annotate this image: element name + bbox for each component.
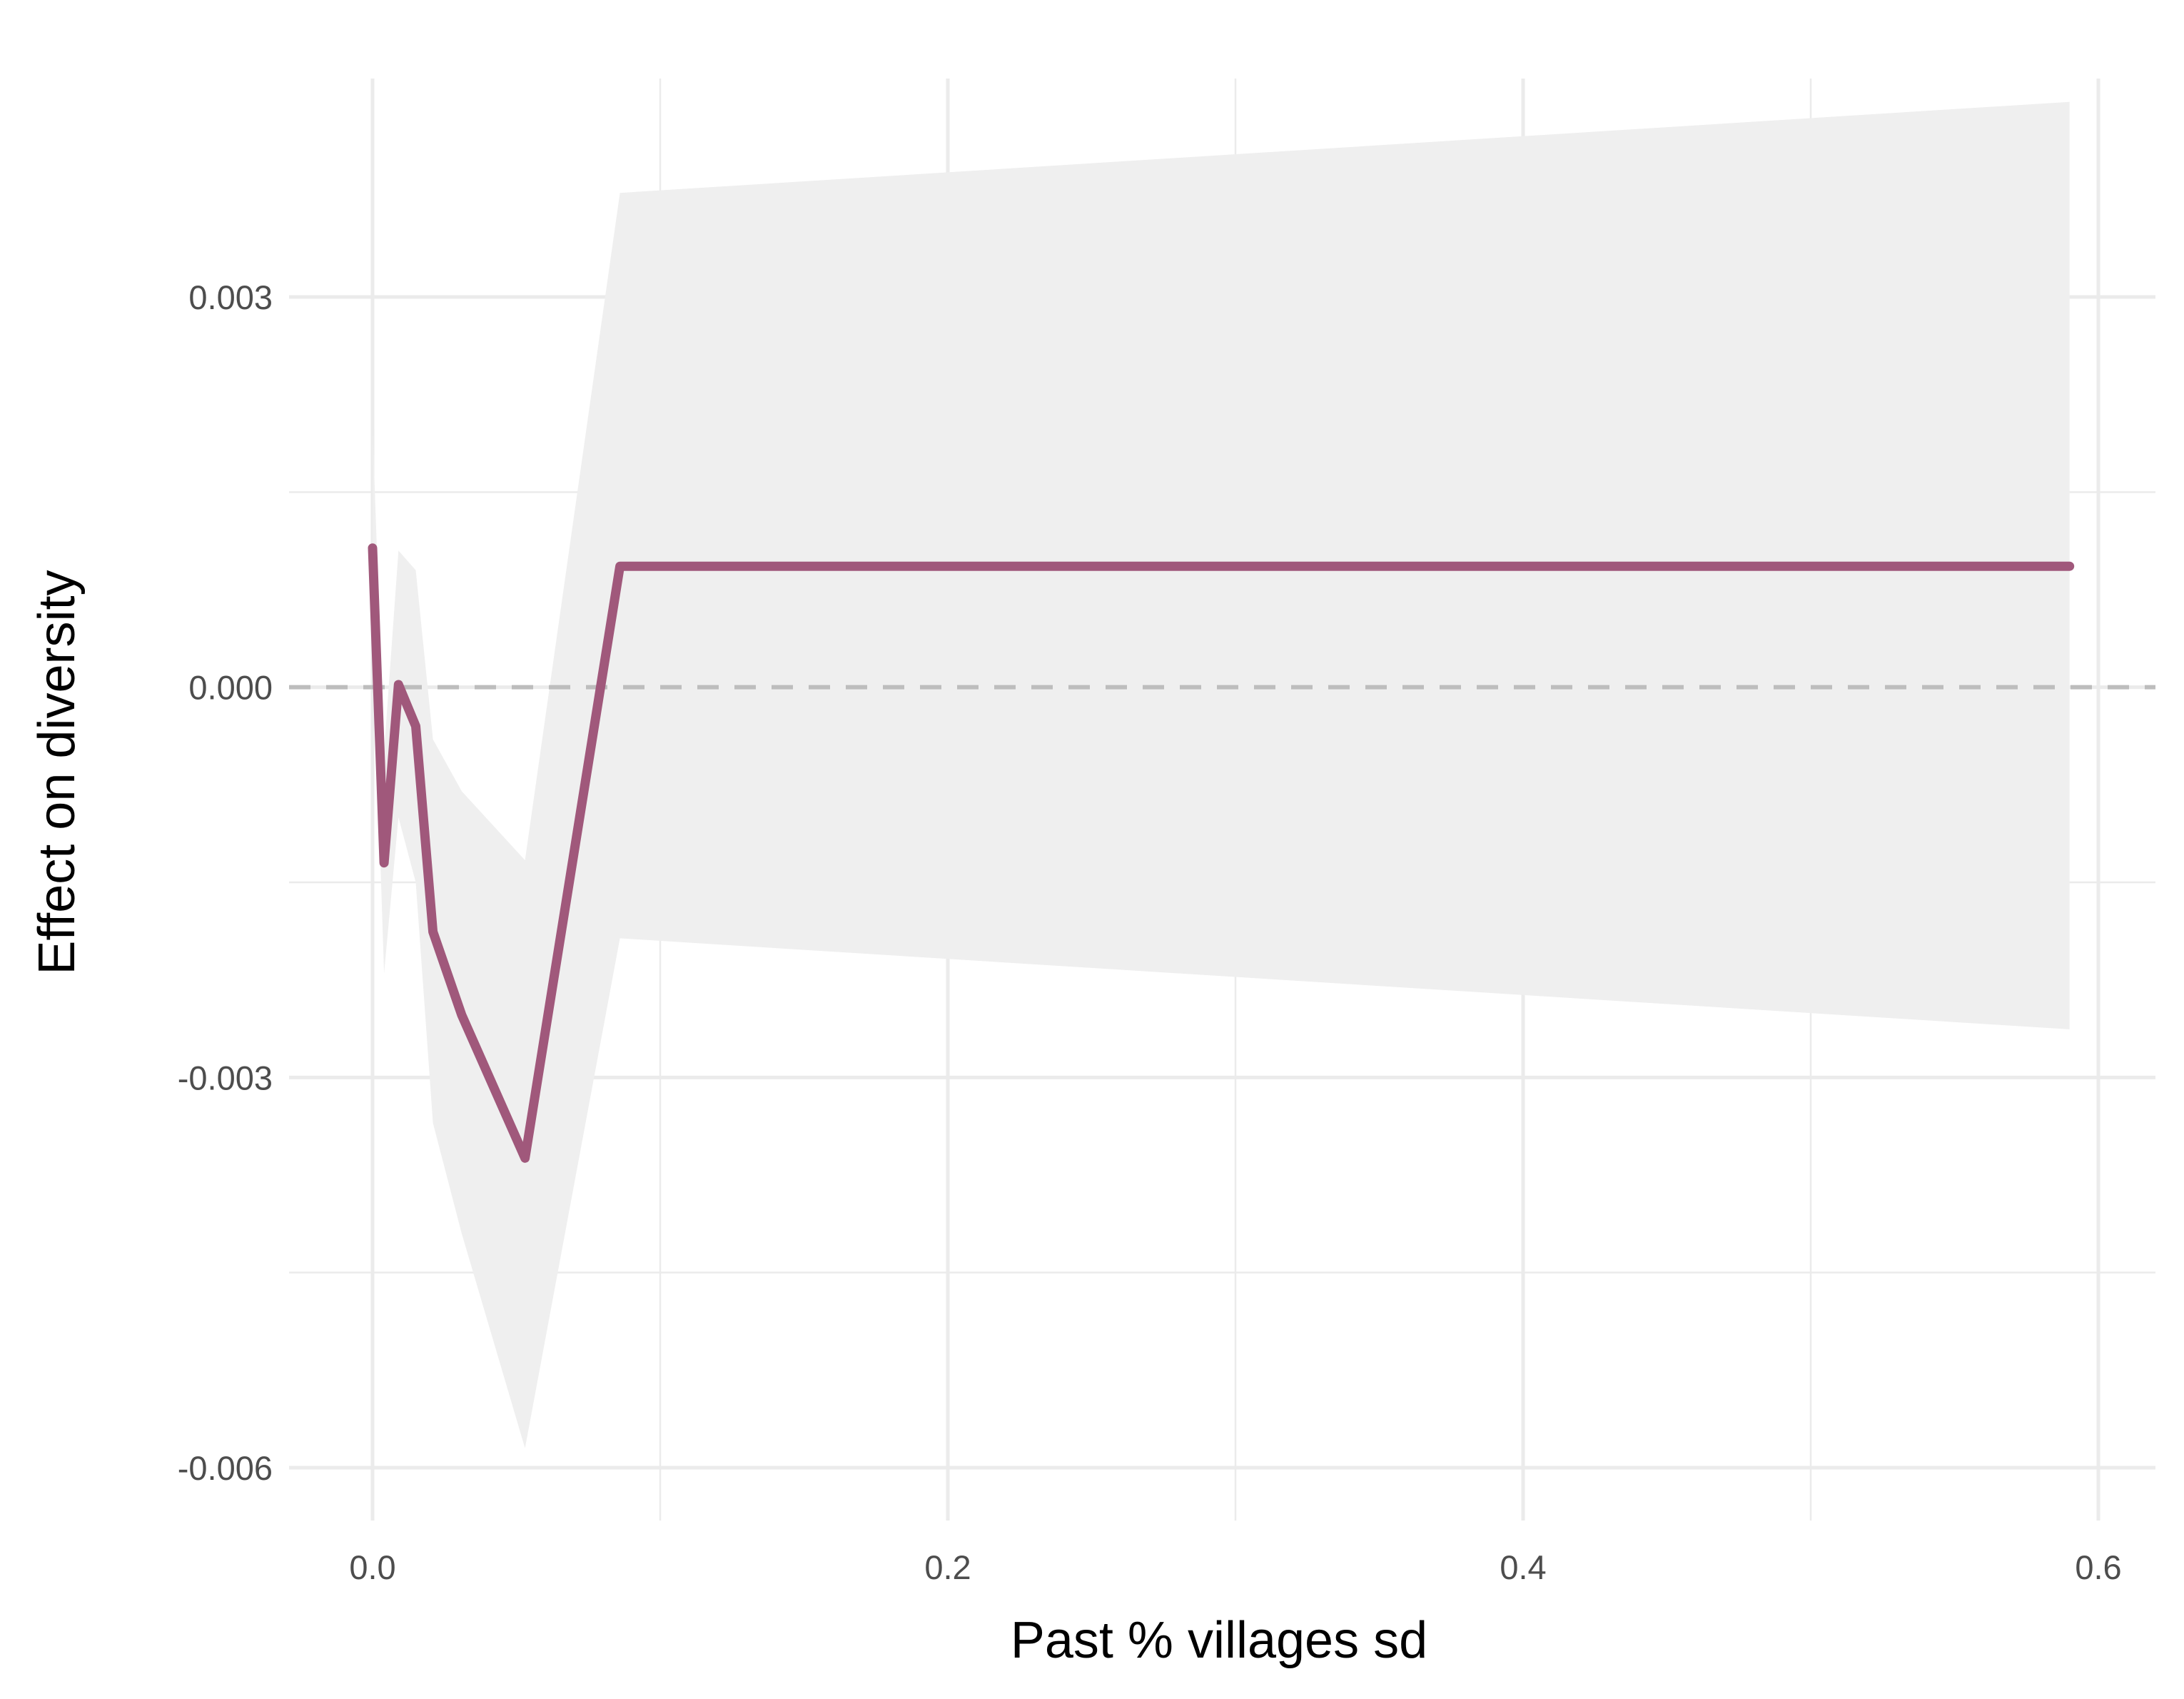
y-axis-title: Effect on diversity [29,570,86,975]
y-tick-label: 0.000 [188,669,273,707]
x-tick-label: 0.2 [924,1548,971,1586]
series-line [368,543,2075,1163]
x-tick-label: 0.0 [349,1548,395,1586]
x-tick-label: 0.6 [2075,1548,2121,1586]
confidence-ribbon [373,101,2070,1448]
y-tick-label: -0.003 [178,1059,273,1096]
y-tick-label: 0.003 [188,278,273,316]
x-tick-label: 0.4 [1500,1548,1546,1586]
x-tick-labels: 0.0 0.2 0.4 0.6 [349,1548,2121,1586]
series-line-layer [368,543,2075,1163]
confidence-ribbon-layer [373,101,2070,1448]
y-tick-labels: 0.003 0.000 -0.003 -0.006 [178,278,273,1487]
x-axis-title: Past % villages sd [1011,1612,1427,1669]
y-tick-label: -0.006 [178,1449,273,1487]
